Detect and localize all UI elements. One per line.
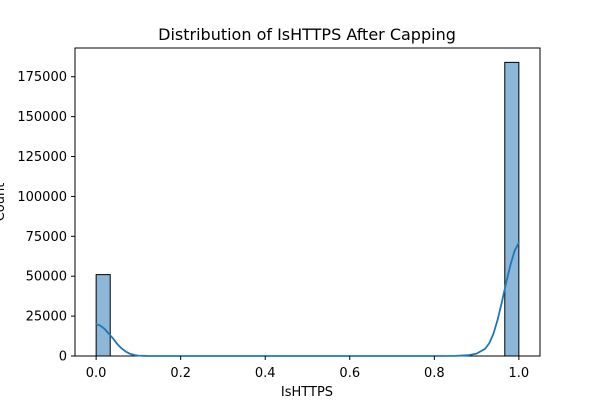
histogram-bar-1 [504,61,520,357]
chart-title: Distribution of IsHTTPS After Capping [158,25,456,44]
y-tick-label: 50000 [26,270,67,285]
kde-curve-group [95,241,520,357]
y-axis-label: Count [0,183,8,222]
x-tick-label: 0.2 [170,366,191,381]
x-axis-label: IsHTTPS [281,385,333,400]
x-tick-label: 0.0 [86,366,107,381]
y-tick-label: 25000 [26,310,67,325]
kde-line [95,241,520,357]
x-tick-label: 0.4 [255,366,276,381]
x-tick-label: 1.0 [509,366,530,381]
histogram-bars [95,61,520,357]
plot-frame [74,47,541,357]
y-tick-label: 0 [59,350,67,365]
histogram-bar-0 [95,274,111,357]
y-tick-label: 175000 [17,70,67,85]
y-tick-label: 75000 [26,230,67,245]
y-tick-label: 150000 [17,110,67,125]
y-tick-label: 100000 [17,190,67,205]
x-axis: 0.0 0.2 0.4 0.6 0.8 1.0 [86,356,529,381]
plot-area [74,47,541,357]
x-tick-label: 0.8 [424,366,445,381]
x-tick-label: 0.6 [339,366,360,381]
y-axis: 0 25000 50000 75000 100000 125000 150000 175000 [17,70,75,365]
y-tick-label: 125000 [17,150,67,165]
